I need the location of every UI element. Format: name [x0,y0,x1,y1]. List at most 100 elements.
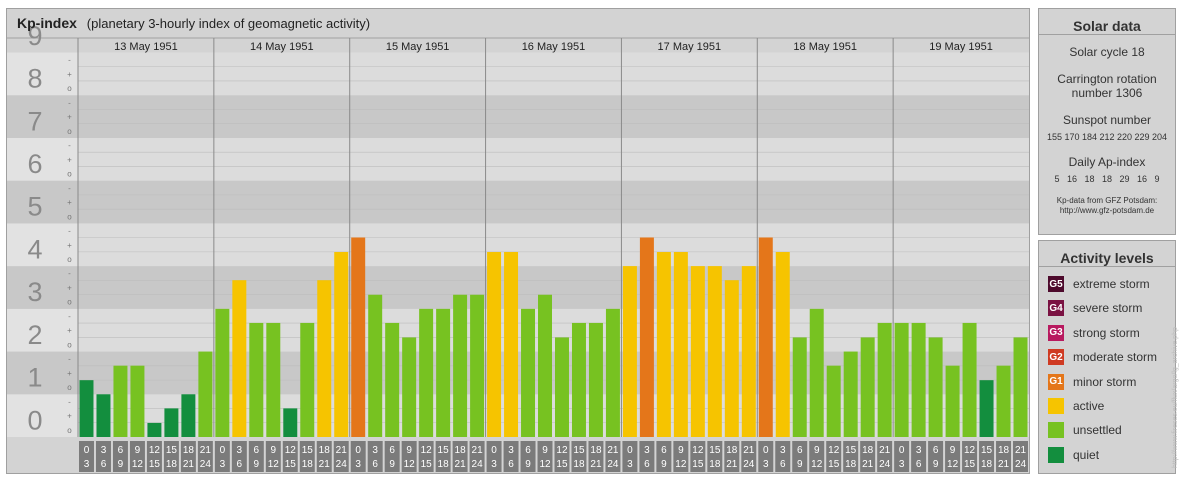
hour-cell [163,441,179,472]
hour-start-label: 21 [879,445,891,456]
hour-end-label: 3 [491,459,497,470]
kp-bar [639,237,654,437]
hour-start-label: 0 [627,445,633,456]
activity-swatch [1048,422,1064,439]
kp-bar [504,252,519,437]
hour-start-label: 12 [828,445,840,456]
kp-bar [198,351,213,437]
hour-start-label: 18 [590,445,602,456]
hour-cell [656,441,672,472]
day-label: 19 May 1951 [929,41,993,53]
kp-band [78,137,1029,181]
kp-chart: 0123456789o+-o+-o+-o+-o+-o+-o+-o+-o+-13 … [7,21,1029,472]
sub-label-band [61,137,78,181]
hour-start-label: 15 [709,445,721,456]
hour-start-label: 6 [797,445,803,456]
hour-end-label: 12 [132,459,144,470]
activity-levels-panel: Activity levels G5 extreme storm G4 severe … [1038,240,1176,474]
solar-data-panel: Solar data Solar cycle 18 Carrington rot… [1038,8,1176,235]
hour-cell [554,441,570,472]
kp-bar [979,380,994,437]
kp-bar [571,322,586,437]
hour-start-label: 21 [743,445,755,456]
hour-cell [826,441,842,472]
hour-end-label: 21 [455,459,467,470]
hour-cell [333,441,349,472]
hour-end-label: 15 [692,459,704,470]
hour-end-label: 3 [899,459,905,470]
kp-bar [334,252,349,437]
hour-cell [146,441,162,472]
hour-start-label: 12 [964,445,976,456]
hour-cell [452,441,468,472]
kp-bar [419,308,434,437]
hour-end-label: 24 [1015,459,1027,470]
hour-start-label: 9 [678,445,684,456]
kp-bar [911,322,926,437]
hour-end-label: 24 [472,459,484,470]
hour-start-label: 15 [981,445,993,456]
hour-cell [928,441,944,472]
hour-end-label: 6 [101,459,107,470]
activity-level-minor-storm: G1 minor storm [1048,373,1136,390]
sub-tick-label: o [67,298,72,307]
hour-cell [571,441,587,472]
hour-cell [775,441,791,472]
kp-label-band [7,137,61,181]
hour-start-label: 12 [285,445,297,456]
hour-cell [843,441,859,472]
hour-end-label: 21 [319,459,331,470]
hour-cell [605,441,621,472]
hour-cell [537,441,553,472]
hour-end-label: 15 [828,459,840,470]
kp-bar [351,237,366,437]
hour-end-label: 3 [355,459,361,470]
activity-level-strong-storm: G3 strong storm [1048,324,1140,341]
hour-cell [792,441,808,472]
kp-band [78,180,1029,224]
y-tick-label: 6 [27,149,42,179]
hour-end-label: 15 [421,459,433,470]
hour-end-label: 6 [644,459,650,470]
kp-bar [707,266,722,437]
hour-cell [367,441,383,472]
hour-end-label: 6 [508,459,514,470]
hour-end-label: 9 [661,459,667,470]
kp-label-band [7,308,61,352]
kp-bar [996,365,1011,437]
hour-cell [860,441,876,472]
hour-end-label: 21 [998,459,1010,470]
activity-swatch: G2 [1048,349,1064,366]
hour-cell [486,441,502,472]
sunspot-values: 155 170 184 212 220 229 204 [1046,132,1168,142]
activity-level-label: active [1073,399,1105,413]
hour-end-label: 9 [525,459,531,470]
kp-bar [622,266,637,437]
credit-line1: Kp-data from GFZ Potsdam: [1056,196,1158,205]
hour-start-label: 18 [726,445,738,456]
hour-cell [741,441,757,472]
hour-end-label: 18 [845,459,857,470]
sub-tick-label: - [68,141,71,150]
hour-end-label: 9 [389,459,395,470]
hour-end-label: 18 [166,459,178,470]
hour-start-label: 3 [101,445,107,456]
hour-start-label: 3 [916,445,922,456]
sub-tick-label: - [68,355,71,364]
solar-data-title: Solar data [1039,9,1175,35]
hour-end-label: 3 [220,459,226,470]
activity-swatch: G3 [1048,324,1064,341]
hour-cell [1013,441,1028,472]
hour-end-label: 12 [539,459,551,470]
hour-start-label: 0 [355,445,361,456]
sub-label-band [61,308,78,352]
hour-cell [911,441,927,472]
hour-end-label: 21 [726,459,738,470]
activity-level-severe-storm: G4 severe storm [1048,300,1142,317]
day-label: 16 May 1951 [522,41,586,53]
activity-level-quiet: quiet [1048,446,1099,463]
hour-start-label: 6 [118,445,124,456]
kp-bar [894,322,909,437]
kp-bar [470,294,485,437]
kp-bar [130,365,145,437]
